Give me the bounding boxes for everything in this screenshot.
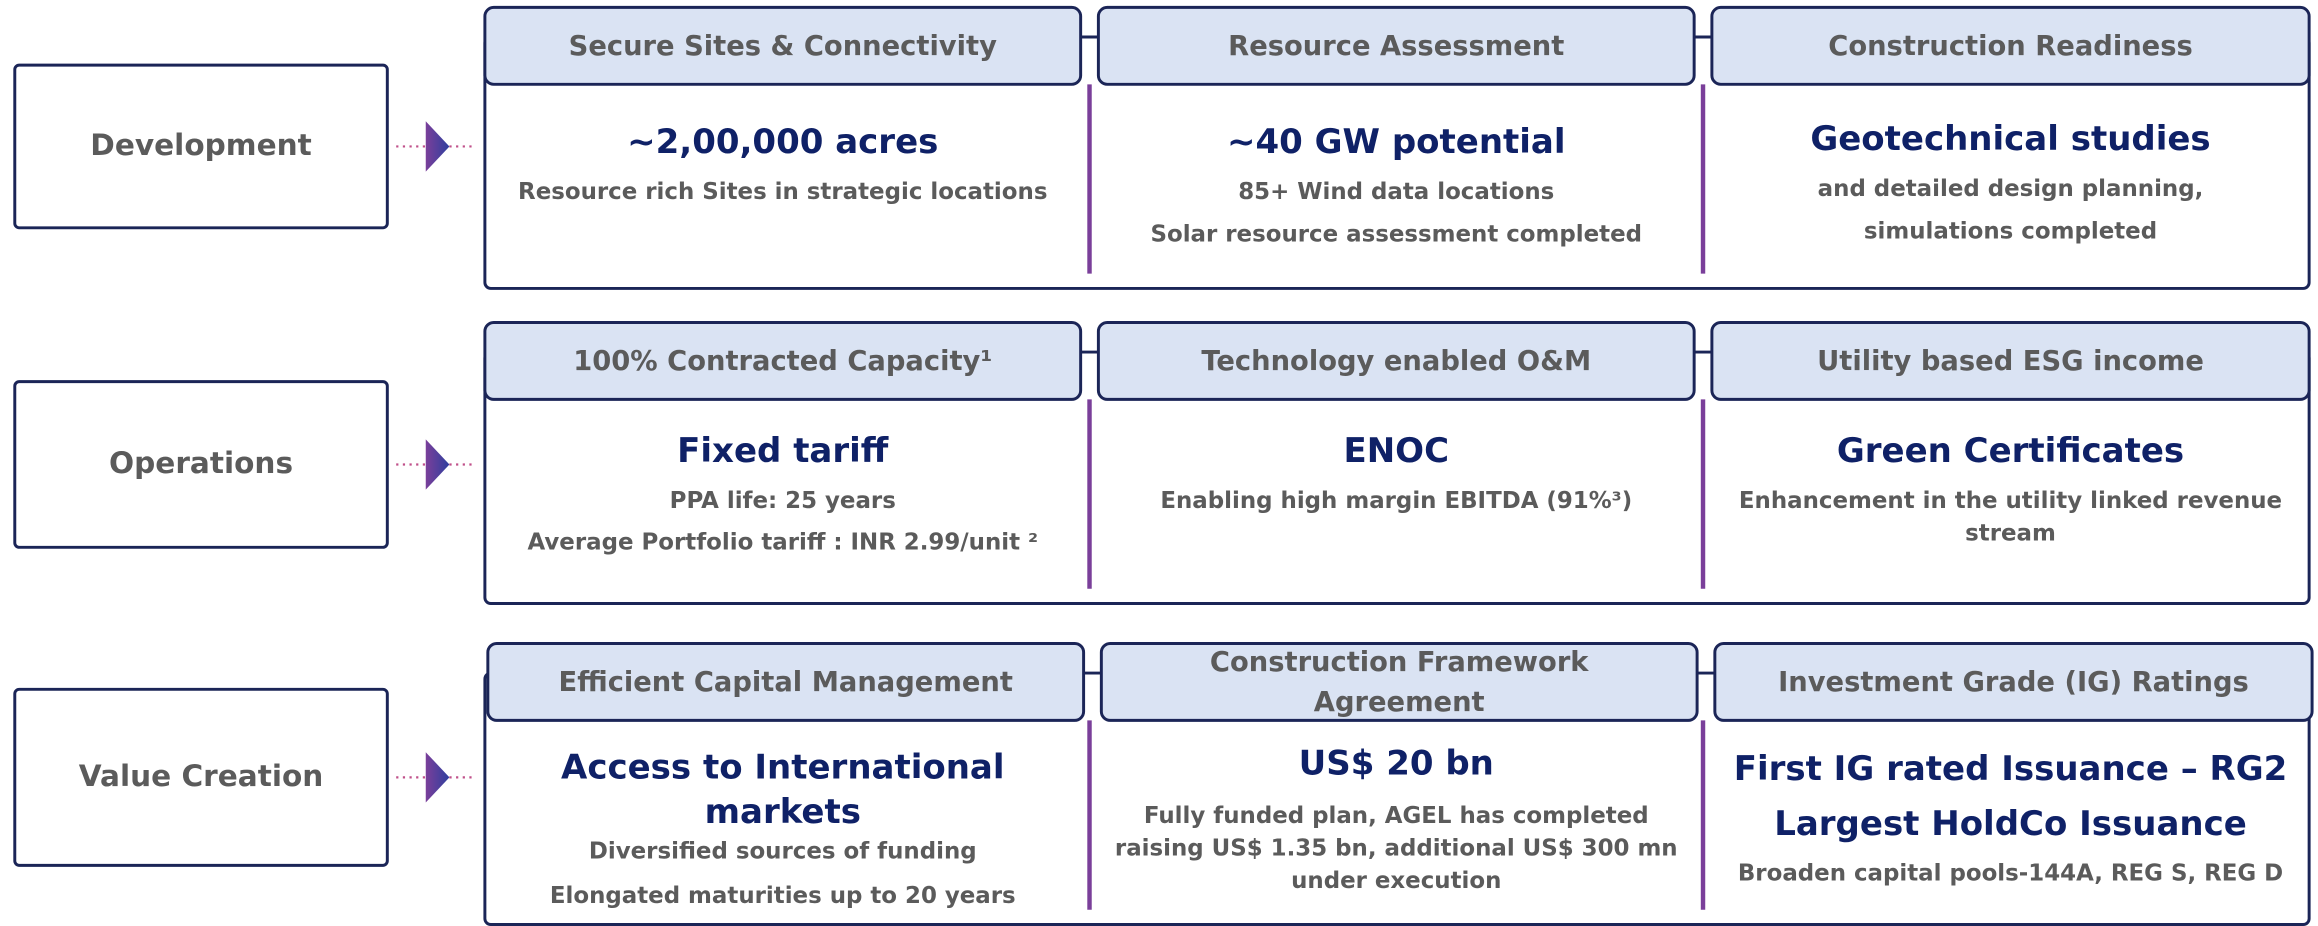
column-header-text: Construction Readiness — [1828, 31, 2192, 62]
headline: markets — [705, 792, 861, 832]
column-header-text: Investment Grade (IG) Ratings — [1778, 667, 2249, 698]
detail-line: raising US$ 1.35 bn, additional US$ 300 … — [1115, 836, 1678, 862]
column-header — [483, 5, 1083, 86]
column-header-text: Construction Framework — [1210, 647, 1589, 678]
column-header — [1099, 641, 1699, 722]
stage-label: Development — [90, 128, 311, 162]
stage-label-box — [13, 63, 389, 230]
detail-line: simulations completed — [1864, 219, 2157, 245]
column-header-text: Secure Sites & Connectivity — [569, 31, 997, 62]
column-header — [1710, 320, 2311, 401]
detail-line: Resource rich Sites in strategic locatio… — [518, 179, 1047, 205]
arrow-head — [425, 439, 450, 490]
stage-label-box — [13, 380, 389, 549]
detail-line: Elongated maturities up to 20 years — [550, 883, 1016, 909]
detail-line: Average Portfolio tariff : INR 2.99/unit… — [527, 529, 1038, 555]
column-header-text: Technology enabled O&M — [1201, 346, 1591, 377]
detail-line: Broaden capital pools-144A, REG S, REG D — [1738, 861, 2283, 887]
detail-line: Diversified sources of funding — [589, 839, 977, 865]
headline: First IG rated Issuance – RG2 — [1734, 749, 2288, 789]
headline: Largest HoldCo Issuance — [1774, 804, 2247, 844]
headline: ~2,00,000 acres — [627, 122, 938, 162]
column-header — [1713, 641, 2314, 722]
headline: ENOC — [1344, 431, 1450, 471]
headline: Green Certificates — [1837, 431, 2184, 471]
column-header-text: 100% Contracted Capacity¹ — [573, 346, 992, 377]
stage-label: Value Creation — [79, 759, 324, 793]
headline: ~40 GW potential — [1227, 122, 1566, 162]
column-header-text: Utility based ESG income — [1817, 346, 2204, 377]
detail-line: Enabling high margin EBITDA (91%³) — [1160, 488, 1632, 514]
detail-line: 85+ Wind data locations — [1238, 179, 1554, 205]
headline: Access to International — [561, 748, 1004, 788]
detail-line: under execution — [1291, 868, 1501, 894]
column-header-text: Resource Assessment — [1228, 31, 1564, 62]
column-header — [1710, 5, 2311, 86]
detail-line: stream — [1965, 520, 2056, 546]
column-header-text: Agreement — [1314, 687, 1485, 718]
headline: US$ 20 bn — [1299, 743, 1494, 783]
arrow-head — [425, 752, 450, 803]
detail-line: Fully funded plan, AGEL has completed — [1144, 803, 1649, 829]
detail-line: and detailed design planning, — [1818, 176, 2204, 202]
arrow-head — [425, 121, 450, 172]
headline: Fixed tariff — [677, 431, 889, 471]
detail-line: PPA life: 25 years — [670, 488, 896, 514]
headline: Geotechnical studies — [1810, 119, 2210, 159]
column-header-text: Efficient Capital Management — [559, 667, 1013, 698]
stage-label-box — [13, 687, 389, 867]
detail-line: Solar resource assessment completed — [1150, 222, 1642, 248]
column-header — [1096, 5, 1696, 86]
column-header — [486, 641, 1086, 722]
column-header — [1096, 320, 1696, 401]
stage-label: Operations — [109, 446, 293, 480]
detail-line: Enhancement in the utility linked revenu… — [1739, 488, 2282, 514]
column-header — [483, 320, 1083, 401]
